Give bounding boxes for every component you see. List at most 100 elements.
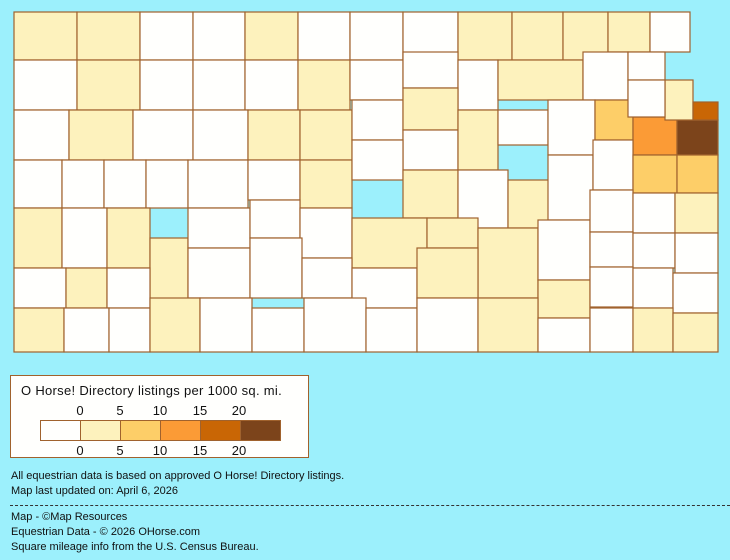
county: [674, 192, 719, 234]
county: [402, 87, 459, 131]
county: [149, 297, 201, 353]
county: [132, 109, 194, 161]
county: [145, 159, 189, 209]
county: [13, 207, 63, 269]
legend-bottom-tick: 15: [192, 443, 208, 458]
county: [103, 159, 147, 209]
county: [537, 219, 591, 281]
census-credit: Square mileage info from the U.S. Census…: [11, 541, 259, 553]
county: [589, 307, 634, 353]
county: [627, 51, 666, 81]
county: [187, 247, 251, 299]
divider: [10, 505, 730, 506]
legend-swatch-1: [81, 421, 121, 440]
county: [139, 59, 194, 111]
county: [582, 51, 629, 101]
county: [297, 59, 351, 111]
county: [416, 247, 479, 299]
county: [537, 279, 591, 319]
county: [351, 217, 428, 269]
legend-swatch-3: [161, 421, 201, 440]
county: [497, 59, 584, 101]
county: [13, 267, 67, 309]
county: [365, 307, 418, 353]
county: [187, 159, 249, 209]
county: [676, 119, 719, 156]
county: [249, 237, 303, 299]
county: [76, 11, 141, 61]
county: [547, 154, 594, 221]
county: [244, 59, 299, 111]
county: [592, 139, 634, 191]
county: [13, 11, 78, 61]
legend: O Horse! Directory listings per 1000 sq.…: [10, 375, 309, 458]
legend-swatch-2: [121, 421, 161, 440]
county: [497, 109, 549, 146]
county: [192, 109, 249, 161]
county: [477, 227, 539, 299]
legend-top-tick: 5: [116, 403, 124, 418]
legend-title: O Horse! Directory listings per 1000 sq.…: [21, 383, 283, 398]
county: [351, 139, 404, 181]
data-credit: Equestrian Data - © 2026 OHorse.com: [11, 526, 201, 538]
county: [547, 99, 596, 156]
county: [149, 237, 189, 301]
map-credit: Map - ©Map Resources: [11, 511, 128, 523]
county: [632, 192, 676, 234]
county: [249, 199, 301, 239]
county: [632, 267, 674, 309]
county: [299, 207, 353, 259]
county: [187, 207, 251, 249]
legend-top-tick: 0: [76, 403, 84, 418]
county: [299, 109, 353, 161]
county: [632, 116, 678, 156]
county: [477, 297, 539, 353]
legend-bottom-tick: 20: [231, 443, 247, 458]
county: [632, 154, 678, 194]
county: [244, 11, 299, 61]
county: [61, 207, 108, 269]
county: [13, 159, 63, 209]
county: [297, 11, 351, 61]
county: [664, 79, 694, 121]
county: [627, 79, 666, 118]
county: [589, 266, 634, 308]
legend-bottom-tick: 5: [116, 443, 124, 458]
county: [299, 159, 353, 209]
county: [674, 232, 719, 274]
county: [672, 272, 719, 314]
legend-bottom-tick: 10: [152, 443, 168, 458]
county: [139, 11, 194, 61]
county: [402, 169, 459, 219]
last-updated: Map last updated on: April 6, 2026: [11, 485, 178, 497]
county: [63, 307, 110, 353]
county: [76, 59, 141, 111]
county: [106, 267, 151, 309]
county: [13, 109, 70, 161]
county: [402, 51, 459, 89]
county: [106, 207, 151, 269]
legend-top-tick: 10: [152, 403, 168, 418]
county: [199, 297, 253, 353]
county: [303, 297, 367, 353]
county: [301, 257, 353, 299]
legend-bottom-tick: 0: [76, 443, 84, 458]
county: [68, 109, 134, 161]
county: [676, 154, 719, 194]
county: [65, 267, 108, 309]
legend-top-tick: 20: [231, 403, 247, 418]
legend-color-bar: [40, 420, 281, 441]
county: [251, 307, 305, 353]
county: [457, 59, 499, 111]
county: [426, 217, 479, 249]
county: [351, 99, 404, 141]
county: [457, 11, 513, 61]
county: [402, 129, 459, 171]
county: [349, 59, 404, 101]
county: [457, 109, 499, 171]
legend-swatch-4: [201, 421, 241, 440]
legend-swatch-5: [241, 421, 280, 440]
kansas-county-map: [13, 11, 719, 353]
county: [416, 297, 479, 353]
county: [13, 307, 65, 353]
